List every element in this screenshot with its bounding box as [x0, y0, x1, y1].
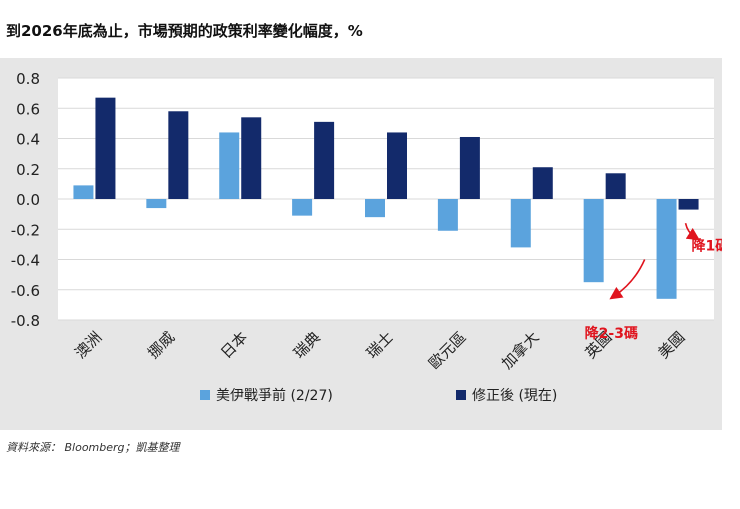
- bar-after-1: [168, 111, 189, 199]
- bar-before-3: [292, 199, 313, 216]
- legend-swatch-1: [456, 390, 466, 400]
- x-tick-label: 日本: [217, 328, 251, 362]
- bar-before-8: [656, 199, 677, 299]
- bar-after-6: [532, 167, 553, 199]
- x-tick-label: 瑞士: [363, 328, 397, 362]
- bar-after-3: [314, 121, 335, 199]
- x-tick-label: 加拿大: [498, 328, 543, 373]
- annotation-cut-1: 降1碼: [692, 237, 722, 254]
- x-tick-label: 瑞典: [290, 328, 324, 362]
- bar-after-5: [459, 136, 480, 199]
- y-tick-label: -0.6: [11, 282, 40, 300]
- bar-before-0: [73, 185, 94, 199]
- bar-before-2: [219, 132, 240, 199]
- legend-label-1: 修正後 (現在): [472, 388, 557, 404]
- x-tick-label: 澳洲: [71, 328, 105, 362]
- bar-after-0: [95, 97, 116, 199]
- x-tick-label: 歐元區: [425, 328, 470, 373]
- y-tick-label: 0.6: [16, 100, 40, 118]
- bar-before-4: [365, 199, 385, 218]
- y-tick-label: 0.4: [16, 131, 40, 149]
- y-tick-label: -0.8: [11, 312, 40, 330]
- bar-before-7: [583, 199, 604, 283]
- bar-after-4: [387, 132, 407, 199]
- arrow-cut-1: [684, 223, 700, 241]
- chart-panel: 0.8 0.6 0.4 0.2 0.0 -0.2 -0.4 -0.6 -0.8 澳洲 挪威 日本 瑞典…: [0, 58, 722, 430]
- y-tick-label: 0.2: [16, 161, 40, 179]
- x-tick-label: 美國: [654, 328, 688, 362]
- bar-after-2: [241, 117, 262, 199]
- x-tick-label: 挪威: [144, 328, 178, 362]
- y-tick-label: -0.2: [11, 221, 40, 239]
- bar-before-1: [146, 199, 167, 209]
- bar-before-6: [510, 199, 531, 248]
- bar-before-5: [437, 199, 458, 231]
- legend-label-0: 美伊戰爭前 (2/27): [216, 387, 333, 404]
- bar-after-8: [678, 199, 699, 210]
- y-tick-label: -0.4: [11, 252, 40, 270]
- bar-chart: 0.8 0.6 0.4 0.2 0.0 -0.2 -0.4 -0.6 -0.8 澳洲 挪威 日本 瑞典…: [11, 70, 722, 404]
- arrow-cut-2-3: [609, 259, 646, 300]
- source-note: 資料來源： Bloomberg；凱基整理: [6, 441, 180, 454]
- annotation-cut-2-3: 降2-3碼: [585, 325, 638, 342]
- legend-swatch-0: [200, 390, 210, 400]
- y-tick-label: 0.0: [16, 191, 40, 209]
- y-tick-label: 0.8: [16, 70, 40, 88]
- chart-title: 到2026年底為止，市場預期的政策利率變化幅度，%: [6, 22, 363, 40]
- bar-after-7: [605, 173, 626, 199]
